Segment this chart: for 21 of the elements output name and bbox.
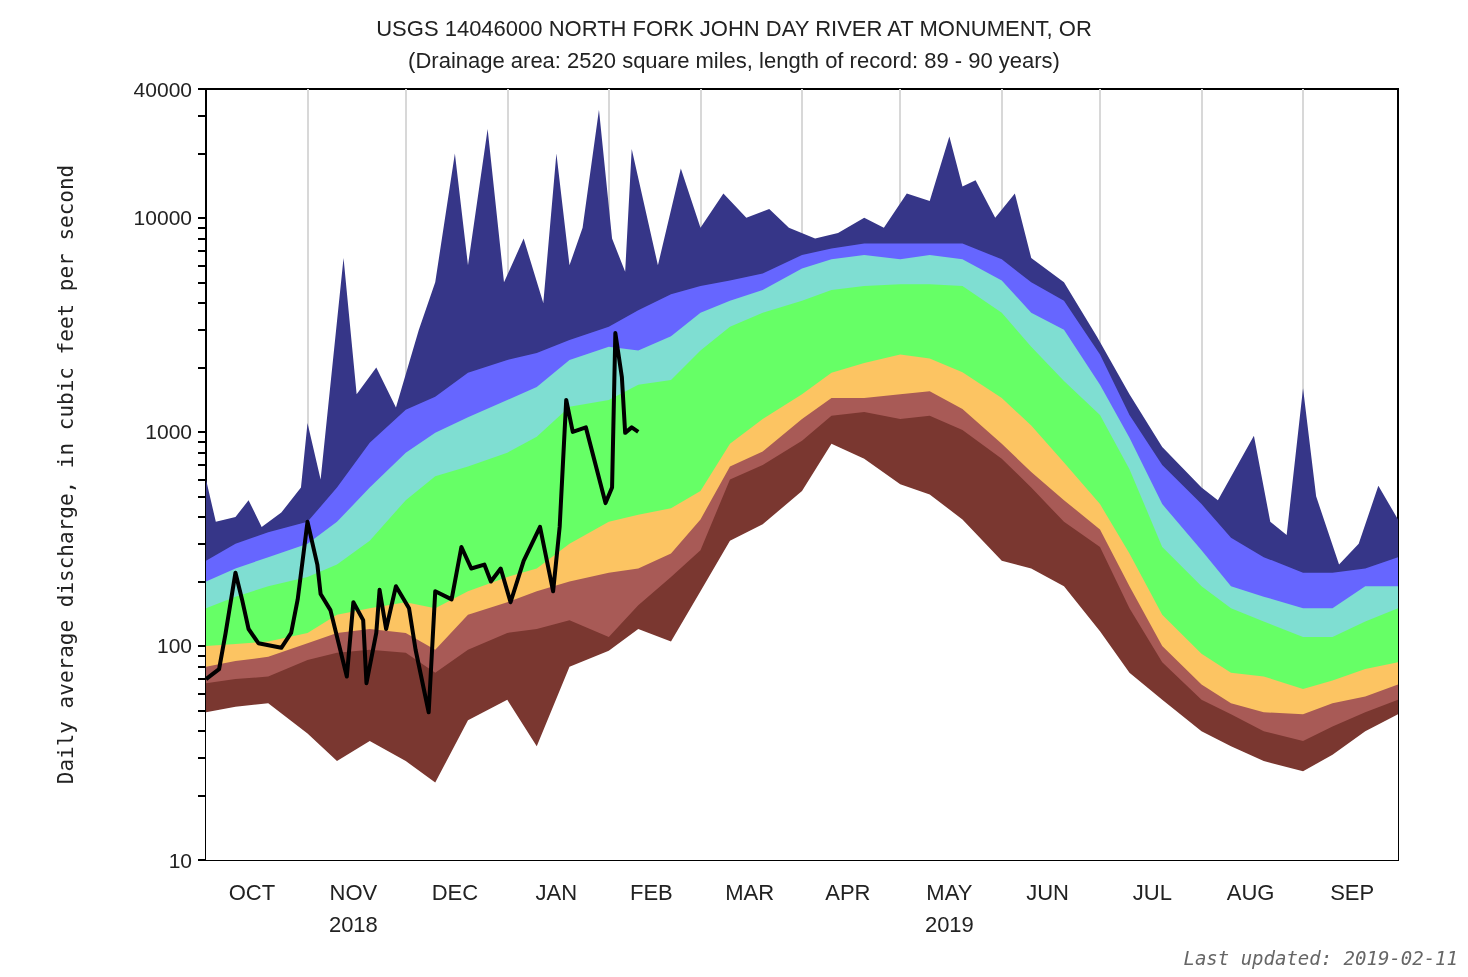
y-tick-label: 10 — [168, 848, 192, 872]
x-tick-label: MAR — [725, 879, 775, 905]
y-tick-label: 10000 — [133, 206, 192, 230]
x-tick-label: AUG — [1226, 879, 1275, 905]
x-tick-label: APR — [825, 879, 871, 905]
y-tick-label: 40000 — [133, 77, 192, 101]
x-tick-label: MAY 2019 — [924, 879, 974, 937]
y-tick-label: 100 — [156, 634, 192, 658]
text: Last updated: 2019-02-11 — [1183, 946, 1459, 969]
x-tick-label: JAN — [535, 879, 578, 905]
x-tick-label: JUL — [1132, 879, 1172, 905]
x-tick-label: SEP — [1330, 879, 1375, 905]
chart-subtitle: (Drainage area: 2520 square miles, length of record: 89 - 90 years) — [408, 47, 1060, 73]
x-tick-label: FEB — [629, 879, 673, 905]
x-tick-label: DEC — [431, 879, 479, 905]
y-tick-label: 1000 — [145, 420, 192, 444]
x-tick-label: OCT — [228, 879, 276, 905]
chart-title: USGS 14046000 NORTH FORK JOHN DAY RIVER AT MONUMENT, OR — [376, 15, 1092, 41]
x-tick-label: NOV 2018 — [328, 879, 378, 937]
y-axis-title: Daily average discharge, in cubic feet per second — [53, 164, 78, 785]
x-tick-label: JUN — [1026, 879, 1069, 905]
